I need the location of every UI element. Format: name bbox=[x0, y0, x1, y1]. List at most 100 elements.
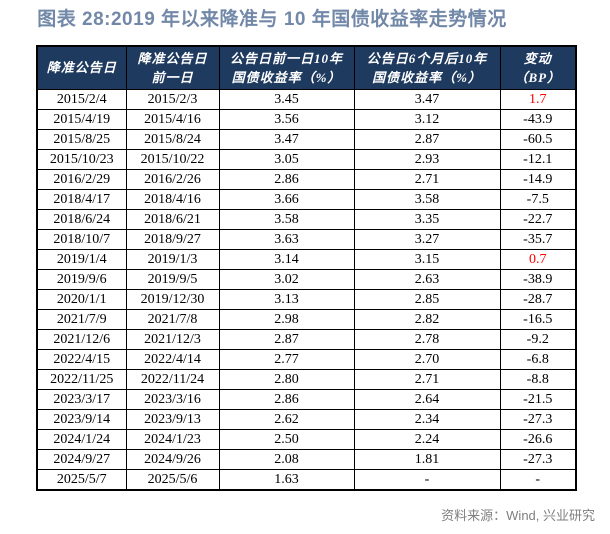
table-row: 2019/9/6 2019/9/5 3.02 2.63 -38.9 bbox=[36, 269, 577, 290]
cell-change-bp: - bbox=[499, 469, 577, 491]
cell-yield-after-6m: 1.81 bbox=[353, 449, 501, 470]
table-row: 2018/6/24 2018/6/21 3.58 3.35 -22.7 bbox=[36, 209, 577, 230]
cell-announce-date: 2015/8/25 bbox=[36, 129, 127, 150]
cell-announce-date: 2021/12/6 bbox=[36, 329, 127, 350]
cell-yield-after-6m: 2.71 bbox=[353, 169, 501, 190]
table-row: 2025/5/7 2025/5/6 1.63- - bbox=[36, 469, 577, 491]
data-source-note: 资料来源：Wind, 兴业研究 bbox=[441, 508, 595, 523]
table-head: 降准公告日 降准公告日 前一日 公告日前一日10年 国债收益率（%） 公告日6个月后10年… bbox=[36, 45, 577, 90]
column-header-prev-date: 降准公告日 前一日 bbox=[125, 45, 220, 90]
cell-yield-after-6m: 3.47 bbox=[353, 89, 501, 110]
cell-yield-before: 3.45 bbox=[218, 89, 355, 110]
cell-yield-after-6m: 2.63 bbox=[353, 269, 501, 290]
cell-prev-date: 2022/11/24 bbox=[125, 369, 220, 390]
cell-yield-before: 3.58 bbox=[218, 209, 355, 230]
table-row: 2024/1/24 2024/1/23 2.50 2.24 -26.6 bbox=[36, 429, 577, 450]
cell-prev-date: 2025/5/6 bbox=[125, 469, 220, 491]
cell-prev-date: 2023/9/13 bbox=[125, 409, 220, 430]
cell-change-bp: -27.3 bbox=[499, 409, 577, 430]
cell-announce-date: 2018/6/24 bbox=[36, 209, 127, 230]
cell-yield-before: 2.80 bbox=[218, 369, 355, 390]
cell-yield-after-6m: 2.64 bbox=[353, 389, 501, 410]
cell-change-bp: 0.7 bbox=[499, 249, 577, 270]
cell-yield-before: 2.86 bbox=[218, 389, 355, 410]
cell-prev-date: 2021/7/8 bbox=[125, 309, 220, 330]
table-row: 2018/4/17 2018/4/16 3.66 3.58 -7.5 bbox=[36, 189, 577, 210]
cell-prev-date: 2024/9/26 bbox=[125, 449, 220, 470]
table-row: 2015/8/25 2015/8/24 3.47 2.87 -60.5 bbox=[36, 129, 577, 150]
cell-yield-after-6m: 2.93 bbox=[353, 149, 501, 170]
cell-announce-date: 2024/9/27 bbox=[36, 449, 127, 470]
cell-change-bp: -6.8 bbox=[499, 349, 577, 370]
cell-announce-date: 2023/3/17 bbox=[36, 389, 127, 410]
cell-prev-date: 2018/6/21 bbox=[125, 209, 220, 230]
cell-prev-date: 2019/9/5 bbox=[125, 269, 220, 290]
cell-prev-date: 2015/2/3 bbox=[125, 89, 220, 110]
cell-change-bp: -28.7 bbox=[499, 289, 577, 310]
table-row: 2015/10/23 2015/10/22 3.05 2.93 -12.1 bbox=[36, 149, 577, 170]
cell-change-bp: -38.9 bbox=[499, 269, 577, 290]
cell-change-bp: -60.5 bbox=[499, 129, 577, 150]
figure-title: 图表 28:2019 年以来降准与 10 年国债收益率走势情况 bbox=[37, 9, 507, 30]
cell-yield-after-6m: 3.35 bbox=[353, 209, 501, 230]
cell-yield-after-6m: 2.78 bbox=[353, 329, 501, 350]
cell-yield-after-6m: 3.12 bbox=[353, 109, 501, 130]
cell-change-bp: -27.3 bbox=[499, 449, 577, 470]
table-row: 2022/4/15 2022/4/14 2.77 2.70 -6.8 bbox=[36, 349, 577, 370]
cell-yield-before: 3.02 bbox=[218, 269, 355, 290]
table-body: 2015/2/4 2015/2/3 3.45 3.47 1.7 2015/4/19 2015… bbox=[36, 89, 577, 491]
cell-change-bp: -12.1 bbox=[499, 149, 577, 170]
cell-prev-date: 2019/12/30 bbox=[125, 289, 220, 310]
cell-announce-date: 2016/2/29 bbox=[36, 169, 127, 190]
cell-prev-date: 2018/4/16 bbox=[125, 189, 220, 210]
column-header-yield-before: 公告日前一日10年 国债收益率（%） bbox=[218, 45, 355, 90]
cell-yield-after-6m: 2.87 bbox=[353, 129, 501, 150]
cell-yield-before: 3.63 bbox=[218, 229, 355, 250]
column-header-announce-date: 降准公告日 bbox=[36, 45, 127, 90]
cell-yield-after-6m: 3.27 bbox=[353, 229, 501, 250]
column-header-yield-after-6m: 公告日6个月后10年 国债收益率（%） bbox=[353, 45, 501, 90]
cell-announce-date: 2020/1/1 bbox=[36, 289, 127, 310]
cell-yield-after-6m: 3.58 bbox=[353, 189, 501, 210]
cell-yield-before: 3.56 bbox=[218, 109, 355, 130]
cell-change-bp: -8.8 bbox=[499, 369, 577, 390]
cell-yield-after-6m: 2.85 bbox=[353, 289, 501, 310]
table-row: 2021/12/6 2021/12/3 2.87 2.78 -9.2 bbox=[36, 329, 577, 350]
table-row: 2018/10/7 2018/9/27 3.63 3.27 -35.7 bbox=[36, 229, 577, 250]
cell-announce-date: 2015/10/23 bbox=[36, 149, 127, 170]
cell-change-bp: -26.6 bbox=[499, 429, 577, 450]
cell-change-bp: -43.9 bbox=[499, 109, 577, 130]
cell-announce-date: 2019/9/6 bbox=[36, 269, 127, 290]
cell-change-bp: -14.9 bbox=[499, 169, 577, 190]
cell-change-bp: 1.7 bbox=[499, 89, 577, 110]
cell-prev-date: 2024/1/23 bbox=[125, 429, 220, 450]
cell-prev-date: 2019/1/3 bbox=[125, 249, 220, 270]
table-row: 2019/1/4 2019/1/3 3.14 3.15 0.7 bbox=[36, 249, 577, 270]
cell-change-bp: -21.5 bbox=[499, 389, 577, 410]
cell-prev-date: 2021/12/3 bbox=[125, 329, 220, 350]
cell-yield-before: 2.08 bbox=[218, 449, 355, 470]
cell-prev-date: 2023/3/16 bbox=[125, 389, 220, 410]
cell-announce-date: 2018/4/17 bbox=[36, 189, 127, 210]
table-header-row: 降准公告日 降准公告日 前一日 公告日前一日10年 国债收益率（%） 公告日6个月后10年… bbox=[36, 45, 577, 90]
table-row: 2021/7/9 2021/7/8 2.98 2.82 -16.5 bbox=[36, 309, 577, 330]
cell-yield-before: 2.86 bbox=[218, 169, 355, 190]
cell-yield-before: 3.05 bbox=[218, 149, 355, 170]
cell-yield-before: 2.50 bbox=[218, 429, 355, 450]
cell-announce-date: 2025/5/7 bbox=[36, 469, 127, 491]
table-row: 2023/9/14 2023/9/13 2.62 2.34 -27.3 bbox=[36, 409, 577, 430]
cell-prev-date: 2016/2/26 bbox=[125, 169, 220, 190]
table-row: 2016/2/29 2016/2/26 2.86 2.71 -14.9 bbox=[36, 169, 577, 190]
column-header-change-bp: 变动 （BP） bbox=[499, 45, 577, 90]
cell-yield-before: 3.13 bbox=[218, 289, 355, 310]
cell-yield-after-6m: - bbox=[353, 469, 501, 491]
cell-change-bp: -7.5 bbox=[499, 189, 577, 210]
table-row: 2015/4/19 2015/4/16 3.56 3.12 -43.9 bbox=[36, 109, 577, 130]
cell-yield-after-6m: 2.82 bbox=[353, 309, 501, 330]
cell-prev-date: 2015/4/16 bbox=[125, 109, 220, 130]
cell-yield-after-6m: 2.34 bbox=[353, 409, 501, 430]
cell-announce-date: 2019/1/4 bbox=[36, 249, 127, 270]
cell-announce-date: 2022/11/25 bbox=[36, 369, 127, 390]
cell-announce-date: 2021/7/9 bbox=[36, 309, 127, 330]
